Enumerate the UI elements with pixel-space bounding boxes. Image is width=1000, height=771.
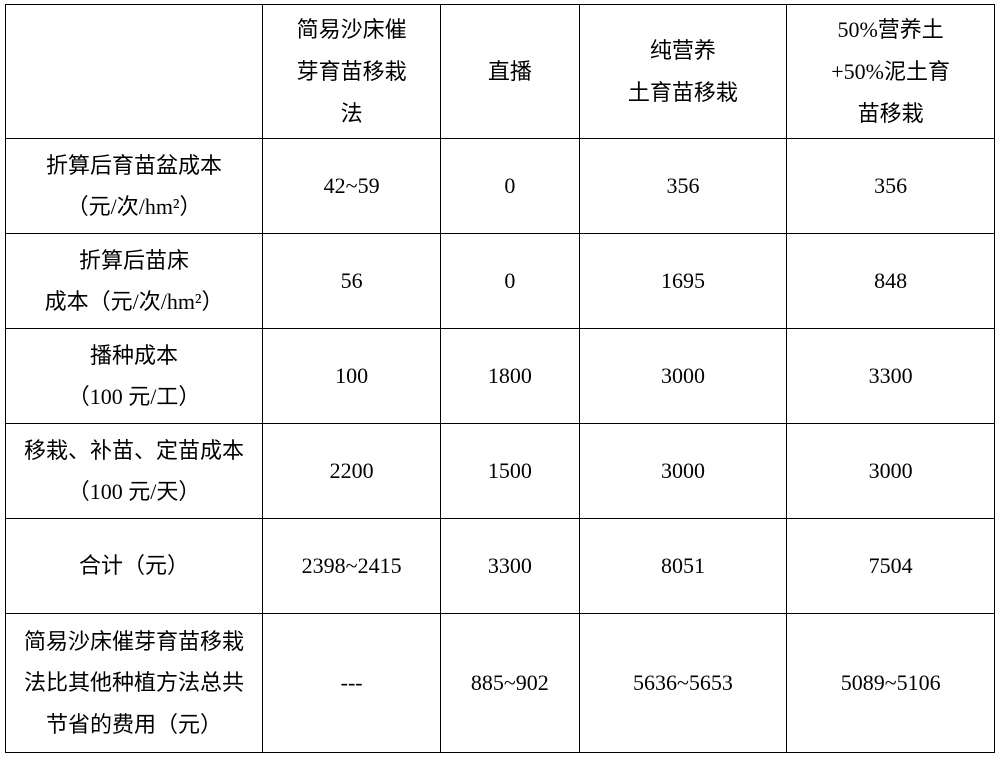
cell-method4: 3300 [787,329,995,424]
row-label: 播种成本（100 元/工） [6,329,263,424]
row-label: 移栽、补苗、定苗成本（100 元/天） [6,424,263,519]
table-row: 折算后育苗盆成本（元/次/hm²）42~590356356 [6,139,995,234]
table-row: 合计（元）2398~2415330080517504 [6,519,995,614]
cell-method2: 1800 [441,329,579,424]
cell-method3: 1695 [579,234,787,329]
cell-method2: 1500 [441,424,579,519]
cell-method2: 0 [441,234,579,329]
cell-method4: 3000 [787,424,995,519]
header-method1: 简易沙床催芽育苗移栽法 [263,5,441,139]
row-label: 折算后苗床成本（元/次/hm²） [6,234,263,329]
header-empty [6,5,263,139]
table-row: 简易沙床催芽育苗移栽法比其他种植方法总共节省的费用（元）---885~90256… [6,614,995,753]
cell-method3: 3000 [579,424,787,519]
table-row: 播种成本（100 元/工）100180030003300 [6,329,995,424]
row-label: 简易沙床催芽育苗移栽法比其他种植方法总共节省的费用（元） [6,614,263,753]
header-method4: 50%营养土+50%泥土育苗移栽 [787,5,995,139]
cell-method1: 2398~2415 [263,519,441,614]
cell-method3: 3000 [579,329,787,424]
cell-method1: 56 [263,234,441,329]
header-method2: 直播 [441,5,579,139]
cost-comparison-table: 简易沙床催芽育苗移栽法直播纯营养土育苗移栽50%营养土+50%泥土育苗移栽折算后… [5,4,995,753]
row-label: 折算后育苗盆成本（元/次/hm²） [6,139,263,234]
cell-method2: 885~902 [441,614,579,753]
cell-method1: 2200 [263,424,441,519]
cell-method1: 100 [263,329,441,424]
cell-method1: --- [263,614,441,753]
cell-method4: 7504 [787,519,995,614]
cell-method4: 848 [787,234,995,329]
cell-method3: 5636~5653 [579,614,787,753]
cell-method4: 356 [787,139,995,234]
row-label: 合计（元） [6,519,263,614]
table-container: 简易沙床催芽育苗移栽法直播纯营养土育苗移栽50%营养土+50%泥土育苗移栽折算后… [0,4,1000,771]
cell-method4: 5089~5106 [787,614,995,753]
cell-method3: 8051 [579,519,787,614]
cell-method3: 356 [579,139,787,234]
cell-method2: 0 [441,139,579,234]
cell-method1: 42~59 [263,139,441,234]
header-method3: 纯营养土育苗移栽 [579,5,787,139]
table-row: 移栽、补苗、定苗成本（100 元/天）2200150030003000 [6,424,995,519]
cell-method2: 3300 [441,519,579,614]
table-row: 折算后苗床成本（元/次/hm²）5601695848 [6,234,995,329]
